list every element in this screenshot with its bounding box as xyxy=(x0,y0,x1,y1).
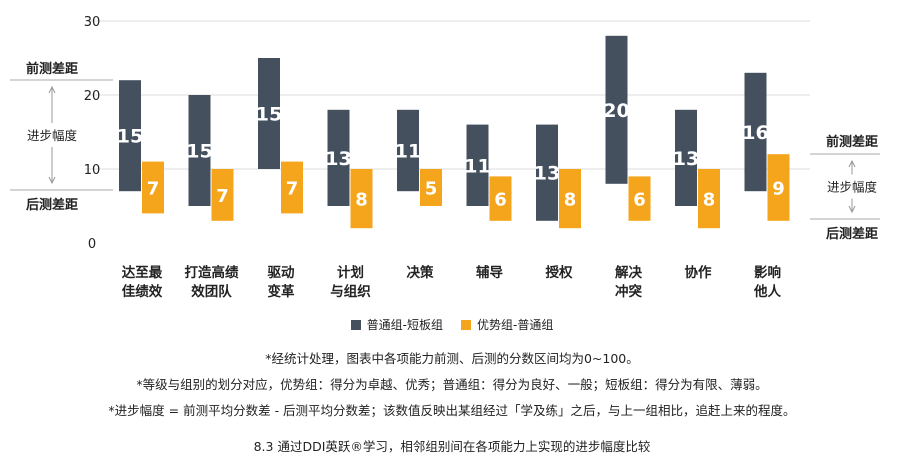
x-category-label: 驱动 xyxy=(268,264,295,281)
y-axis-ticks: 0 10 20 30 xyxy=(84,15,101,252)
x-category-label: 决策 xyxy=(407,264,434,281)
chart-area: 0 10 20 30 15 15 15 13 11 11 13 20 13 16 7 7 7 8 5 6 8 6 8 9 达… xyxy=(10,15,880,300)
data-label-series-2: 6 xyxy=(633,190,646,211)
y-tick-label: 0 xyxy=(88,237,96,252)
arrow-head-up-icon xyxy=(48,85,56,94)
data-label-series-2: 7 xyxy=(216,186,229,207)
bar-series-2 xyxy=(698,169,720,229)
post-gap-label: 后测差距 xyxy=(26,197,78,213)
data-label-series-1: 11 xyxy=(464,155,490,177)
x-category-label: 协作 xyxy=(685,264,713,281)
data-label-series-1: 20 xyxy=(603,100,629,122)
bar-series-2 xyxy=(767,154,790,221)
x-category-label: 授权 xyxy=(546,264,574,281)
y-tick-label: 20 xyxy=(84,89,101,104)
post-gap-label: 后测差距 xyxy=(826,226,878,242)
data-label-series-1: 15 xyxy=(256,104,282,126)
bar-series-1 xyxy=(536,124,558,221)
bar-series-2 xyxy=(211,169,234,221)
legend-label-series-2: 优势组-普通组 xyxy=(477,318,554,332)
x-category-label: 变革 xyxy=(268,283,295,300)
x-category-label: 佳绩效 xyxy=(122,283,163,300)
figure-caption: 8.3 通过DDI英跃®学习，相邻组别间在各项能力上实现的进步幅度比较 xyxy=(253,439,651,454)
pre-gap-label: 前测差距 xyxy=(826,134,878,150)
bar-series-1 xyxy=(605,35,628,184)
bar-series-2 xyxy=(559,169,581,229)
data-label-series-1: 13 xyxy=(534,163,560,185)
y-tick-label: 10 xyxy=(84,163,101,178)
x-category-label: 效团队 xyxy=(191,283,232,300)
data-label-series-1: 13 xyxy=(325,148,351,170)
arrow-head-down-icon xyxy=(848,205,856,214)
arrow-head-down-icon xyxy=(48,176,56,185)
pre-gap-label: 前测差距 xyxy=(26,61,78,77)
legend-item-series-1: 普通组-短板组 xyxy=(350,316,443,333)
data-label-series-2: 8 xyxy=(355,190,368,211)
data-label-series-2: 9 xyxy=(772,179,785,200)
data-label-series-2: 7 xyxy=(286,179,299,200)
progress-label: 进步幅度 xyxy=(27,128,78,143)
legend-swatch-series-2 xyxy=(461,319,471,330)
data-label-series-1: 15 xyxy=(117,126,143,148)
bar-series-1 xyxy=(397,109,419,192)
bar-series-1 xyxy=(119,80,141,192)
data-label-series-2: 8 xyxy=(564,190,577,211)
x-category-label: 打造高绩 xyxy=(185,264,239,281)
x-category-label: 他人 xyxy=(753,283,782,300)
y-tick-label: 30 xyxy=(84,15,101,30)
data-label-series-2: 8 xyxy=(703,190,716,211)
data-label-series-2: 6 xyxy=(494,190,507,211)
x-category-label: 与组织 xyxy=(330,283,371,300)
data-label-series-1: 15 xyxy=(186,141,212,163)
data-label-series-1: 13 xyxy=(673,148,699,170)
bar-series-2 xyxy=(142,161,164,214)
bar-series-1 xyxy=(258,58,280,169)
data-label-series-1: 16 xyxy=(742,122,768,144)
data-label-series-2: 5 xyxy=(425,179,438,200)
bar-series-2 xyxy=(489,176,512,221)
bar-series-1 xyxy=(675,109,697,206)
footnote-3: *进步幅度 = 前测平均分数差 - 后测平均分数差；该数值反映出某组经过「学及练… xyxy=(108,403,796,418)
bar-series-2 xyxy=(350,169,373,229)
bar-series-1 xyxy=(327,109,350,206)
bars: 15 15 15 13 11 11 13 20 13 16 7 7 7 8 5 6 8 6 8 9 xyxy=(117,35,790,229)
x-category-label: 冲突 xyxy=(615,283,643,300)
progress-label: 进步幅度 xyxy=(827,180,878,195)
legend-swatch-series-1 xyxy=(350,319,361,330)
legend-label-series-1: 普通组-短板组 xyxy=(366,318,443,332)
arrow-head-up-icon xyxy=(848,159,856,168)
legend: 普通组-短板组 优势组-普通组 xyxy=(0,316,904,333)
x-category-label: 达至最 xyxy=(122,264,163,281)
x-category-label: 辅导 xyxy=(476,264,503,281)
x-category-label: 影响 xyxy=(754,264,781,281)
bar-series-2 xyxy=(628,176,651,221)
legend-item-series-2: 优势组-普通组 xyxy=(461,316,553,333)
data-label-series-1: 11 xyxy=(395,141,421,163)
bar-series-2 xyxy=(420,169,442,206)
bar-series-2 xyxy=(281,161,303,214)
x-category-label: 解决 xyxy=(615,264,643,281)
footnote-2: *等级与组别的划分对应，优势组：得分为卓越、优秀；普通组：得分为良好、一般；短板… xyxy=(136,377,768,392)
bar-series-1 xyxy=(744,72,767,192)
footnote-1: *经统计处理，图表中各项能力前测、后测的分数区间均为0~100。 xyxy=(265,351,639,366)
x-category-label: 计划 xyxy=(337,264,364,281)
bar-series-1 xyxy=(466,124,489,206)
bar-series-1 xyxy=(188,95,211,206)
data-label-series-2: 7 xyxy=(147,179,160,200)
